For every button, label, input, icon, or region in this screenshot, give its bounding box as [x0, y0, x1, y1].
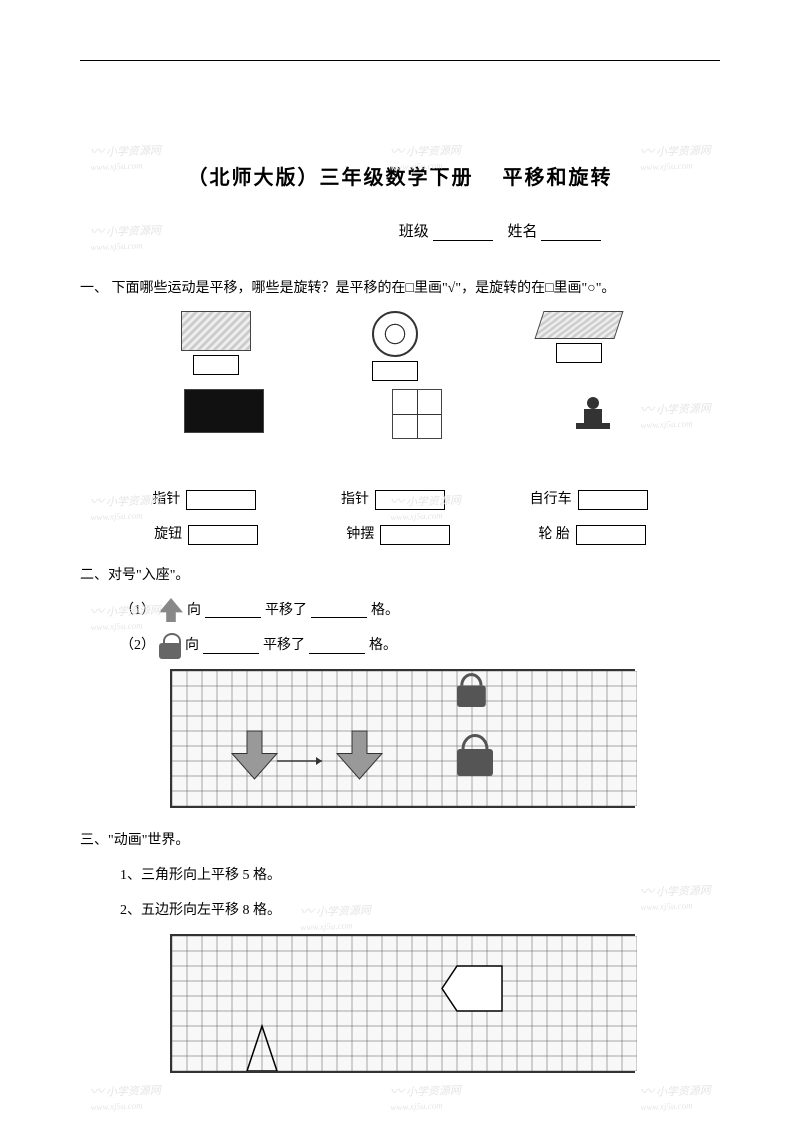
q1-answer-row-1: 指针 指针 自行车 — [80, 487, 720, 512]
class-label: 班级 — [399, 224, 429, 240]
answer-box[interactable] — [576, 525, 646, 545]
q1-img-item — [184, 389, 264, 439]
q2-2-suffix: 格。 — [369, 633, 397, 658]
answer-box[interactable] — [556, 343, 602, 363]
class-input-line[interactable] — [433, 223, 493, 241]
page-title: （北师大版）三年级数学下册 平移和旋转 — [80, 161, 720, 190]
question-2: 二、对号"入座"。 （1） 向 平移了 格。 （2） 向 平移了 格。 — [80, 563, 720, 808]
fill-blank[interactable] — [205, 602, 261, 618]
chef-icon — [570, 389, 616, 435]
question-3: 三、"动画"世界。 1、三角形向上平移 5 格。 2、五边形向左平移 8 格。 — [80, 828, 720, 1073]
answer-box[interactable] — [578, 490, 648, 510]
fan-wheel-icon — [372, 311, 418, 357]
fill-blank[interactable] — [203, 638, 259, 654]
q2-1-mid2: 平移了 — [265, 598, 307, 623]
answer-box[interactable] — [372, 361, 418, 381]
q1-img-item — [372, 311, 418, 381]
skateboard-icon — [535, 311, 624, 339]
q2-2-mid1: 向 — [185, 633, 199, 658]
q2-1-mid1: 向 — [187, 598, 201, 623]
q2-1-prefix: （1） — [120, 598, 155, 623]
q2-heading: 二、对号"入座"。 — [80, 563, 720, 588]
down-arrow-icon — [159, 598, 183, 622]
q3-item-1: 1、三角形向上平移 5 格。 — [80, 863, 720, 888]
answer-box[interactable] — [193, 355, 239, 375]
answer-box[interactable] — [188, 525, 258, 545]
answer-box[interactable] — [186, 490, 256, 510]
q2-item-1: （1） 向 平移了 格。 — [80, 598, 720, 623]
fill-blank[interactable] — [311, 602, 367, 618]
q2-grid-figure — [170, 669, 635, 808]
q1-img-item — [570, 389, 616, 439]
q1-image-row-2 — [80, 389, 720, 439]
fill-blank[interactable] — [309, 638, 365, 654]
q1-label: 自行车 — [530, 487, 572, 512]
answer-box[interactable] — [380, 525, 450, 545]
q3-grid-figure — [170, 934, 635, 1073]
radio-icon — [184, 389, 264, 433]
q1-image-row-1 — [80, 311, 720, 381]
answer-box[interactable] — [375, 490, 445, 510]
worksheet-page: （北师大版）三年级数学下册 平移和旋转 班级 姓名 一、 下面哪些运动是平移，哪… — [0, 0, 800, 1133]
toothpaste-icon — [181, 311, 251, 351]
q3-item-2: 2、五边形向左平移 8 格。 — [80, 898, 720, 923]
q1-label: 钟摆 — [346, 522, 374, 547]
q1-img-item — [392, 389, 442, 439]
q2-1-suffix: 格。 — [371, 598, 399, 623]
q3-heading: 三、"动画"世界。 — [80, 828, 720, 853]
header-fields: 班级 姓名 — [80, 220, 720, 241]
name-input-line[interactable] — [541, 223, 601, 241]
q2-2-mid2: 平移了 — [263, 633, 305, 658]
q1-label: 轮 胎 — [538, 522, 570, 547]
q1-img-item — [181, 311, 251, 381]
window-icon — [392, 389, 442, 439]
q1-label: 指针 — [341, 487, 369, 512]
top-rule — [80, 60, 720, 61]
question-1: 一、 下面哪些运动是平移，哪些是旋转？是平移的在□里画"√"，是旋转的在□里画"… — [80, 276, 720, 548]
lock-icon — [159, 633, 181, 659]
q2-item-2: （2） 向 平移了 格。 — [80, 633, 720, 659]
q1-img-item — [539, 311, 619, 381]
q1-label: 指针 — [152, 487, 180, 512]
q2-2-prefix: （2） — [120, 633, 155, 658]
q1-heading: 一、 下面哪些运动是平移，哪些是旋转？是平移的在□里画"√"，是旋转的在□里画"… — [80, 276, 720, 301]
name-label: 姓名 — [508, 224, 538, 240]
q1-label: 旋钮 — [154, 522, 182, 547]
q1-answer-row-2: 旋钮 钟摆 轮 胎 — [80, 522, 720, 547]
